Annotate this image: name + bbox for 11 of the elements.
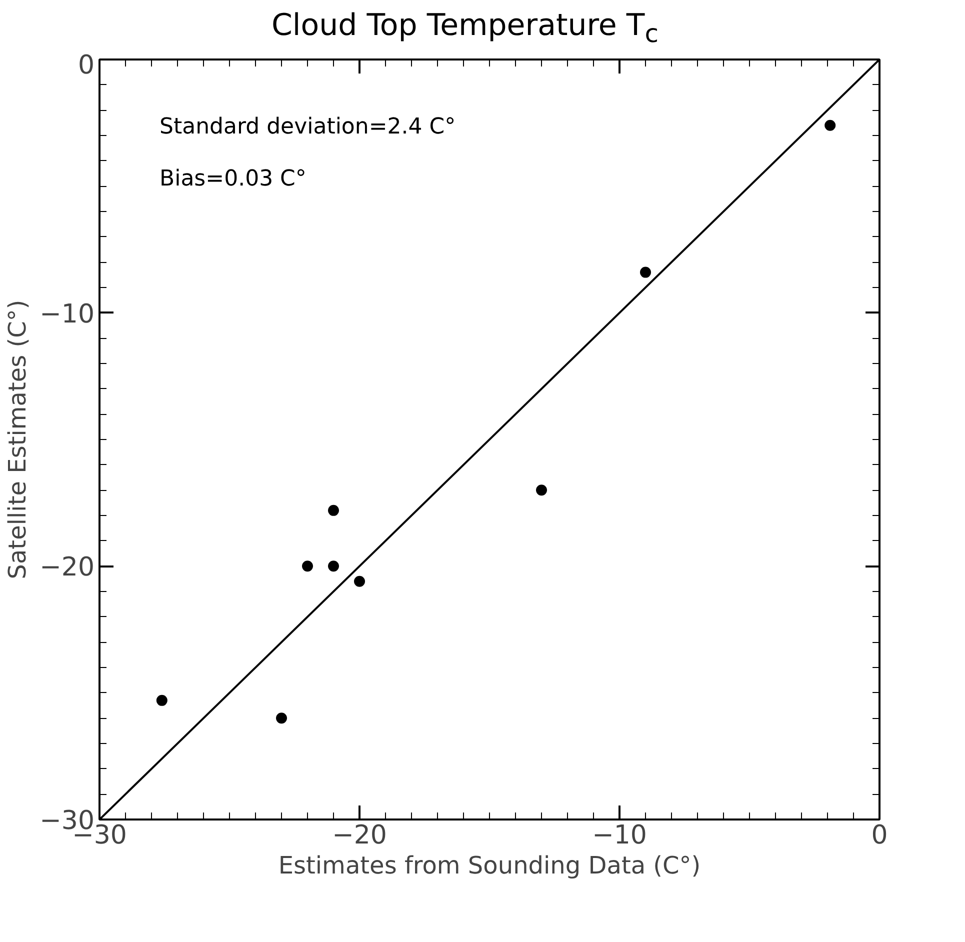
y-tick-label: −20	[40, 552, 95, 583]
y-tick-label: −10	[40, 299, 95, 330]
annotation: Standard deviation=2.4 C°	[160, 114, 456, 140]
y-tick-label: 0	[78, 50, 95, 80]
x-tick-label: 0	[871, 820, 888, 850]
y-axis-title: Satellite Estimates (C°)	[4, 300, 32, 580]
x-tick-label: −10	[592, 820, 647, 850]
annotation: Bias=0.03 C°	[160, 166, 306, 192]
x-tick-label: −20	[332, 820, 387, 850]
x-axis-title: Estimates from Sounding Data (C°)	[278, 852, 701, 880]
chart-title: Cloud Top Temperature T$_{c}$	[270, 7, 660, 50]
